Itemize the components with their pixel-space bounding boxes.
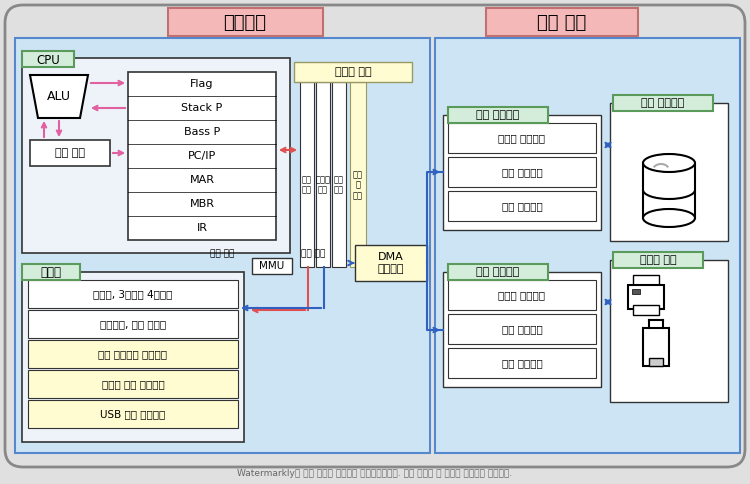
Text: Flag: Flag xyxy=(190,79,214,89)
Bar xyxy=(613,252,703,268)
Bar xyxy=(633,305,659,315)
Bar xyxy=(610,260,728,402)
Bar xyxy=(628,285,664,309)
Bar xyxy=(448,280,596,310)
Text: CPU: CPU xyxy=(36,54,60,66)
Text: 주변 장치: 주변 장치 xyxy=(537,14,586,32)
Text: 입출
력
버스: 입출 력 버스 xyxy=(353,170,363,200)
Bar xyxy=(448,348,596,378)
Bar xyxy=(633,275,659,287)
Bar xyxy=(350,82,366,267)
Bar xyxy=(300,82,314,267)
Ellipse shape xyxy=(643,209,695,227)
Bar xyxy=(28,370,238,398)
Text: 보조 기억장치 드라이버: 보조 기억장치 드라이버 xyxy=(98,349,167,359)
Text: 제어 레지스터: 제어 레지스터 xyxy=(502,358,542,368)
Text: MAR: MAR xyxy=(190,175,214,185)
Text: 데이터 레지스터: 데이터 레지스터 xyxy=(499,133,545,143)
Text: 시스템 버스: 시스템 버스 xyxy=(334,67,371,77)
Bar xyxy=(610,103,728,241)
Bar xyxy=(448,191,596,221)
Text: 제어 레지스터: 제어 레지스터 xyxy=(502,201,542,211)
Text: MMU: MMU xyxy=(260,261,285,271)
Bar xyxy=(448,314,596,344)
Text: PC/IP: PC/IP xyxy=(188,151,216,161)
Bar xyxy=(355,245,427,281)
Text: Stack P: Stack P xyxy=(182,103,223,113)
Text: 입출력 장치: 입출력 장치 xyxy=(640,255,676,265)
FancyBboxPatch shape xyxy=(5,5,745,467)
Bar xyxy=(448,157,596,187)
Bar xyxy=(252,258,292,274)
Text: 더하라, 3번지와 4번지를: 더하라, 3번지와 4번지를 xyxy=(93,289,172,299)
Text: 상태 레지스터: 상태 레지스터 xyxy=(502,324,542,334)
Bar xyxy=(30,140,110,166)
Bar xyxy=(649,358,663,366)
Bar xyxy=(316,82,330,267)
Bar xyxy=(643,163,695,218)
Text: MBR: MBR xyxy=(190,199,214,209)
Bar xyxy=(448,264,548,280)
Text: 논리 주소: 논리 주소 xyxy=(210,249,234,258)
Text: 데이터
버스: 데이터 버스 xyxy=(316,175,331,195)
Bar xyxy=(294,62,412,82)
Bar xyxy=(28,340,238,368)
Bar xyxy=(22,264,80,280)
Bar xyxy=(28,400,238,428)
Text: Watermarkly의 무료 버전을 사용하여 처리되었습니다. 유료 버전은 이 마크를 추가하지 않습니다.: Watermarkly의 무료 버전을 사용하여 처리되었습니다. 유료 버전은… xyxy=(238,469,512,479)
Text: 보조 기억장치: 보조 기억장치 xyxy=(641,98,685,108)
Text: 물리 주소: 물리 주소 xyxy=(301,249,326,258)
Bar xyxy=(443,272,601,387)
Bar xyxy=(28,310,238,338)
Text: 저장하라, 연산 결과를: 저장하라, 연산 결과를 xyxy=(100,319,166,329)
Ellipse shape xyxy=(643,154,695,172)
Text: Bass P: Bass P xyxy=(184,127,220,137)
Bar xyxy=(332,82,346,267)
Bar xyxy=(448,107,548,123)
Bar xyxy=(613,95,713,111)
Text: 상태 레지스터: 상태 레지스터 xyxy=(502,167,542,177)
Text: 장치 컨트롤러: 장치 컨트롤러 xyxy=(476,110,520,120)
Bar xyxy=(643,328,669,366)
Text: 장치 컨트롤러: 장치 컨트롤러 xyxy=(476,267,520,277)
Text: 데이터 레지스터: 데이터 레지스터 xyxy=(499,290,545,300)
Polygon shape xyxy=(30,75,88,118)
Bar xyxy=(22,51,74,67)
Bar xyxy=(448,123,596,153)
Bar xyxy=(443,115,601,230)
Text: IR: IR xyxy=(196,223,208,233)
Text: 메모리: 메모리 xyxy=(40,266,62,278)
Text: ALU: ALU xyxy=(47,90,71,103)
Bar xyxy=(22,272,244,442)
Text: 제어 장치: 제어 장치 xyxy=(55,148,85,158)
Bar xyxy=(632,289,640,294)
Bar xyxy=(486,8,638,36)
Bar xyxy=(435,38,740,453)
Text: USB 장치 드라이버: USB 장치 드라이버 xyxy=(100,409,166,419)
Bar xyxy=(28,280,238,308)
Bar xyxy=(128,72,276,240)
Text: 프린터 장치 드라이버: 프린터 장치 드라이버 xyxy=(102,379,164,389)
Bar xyxy=(15,38,430,453)
Text: 제어
버스: 제어 버스 xyxy=(334,175,344,195)
Text: 주소
버스: 주소 버스 xyxy=(302,175,312,195)
Bar xyxy=(168,8,323,36)
Text: 메인보드: 메인보드 xyxy=(224,14,266,32)
Bar xyxy=(22,58,290,253)
Text: DMA
컨트롤러: DMA 컨트롤러 xyxy=(378,252,404,274)
